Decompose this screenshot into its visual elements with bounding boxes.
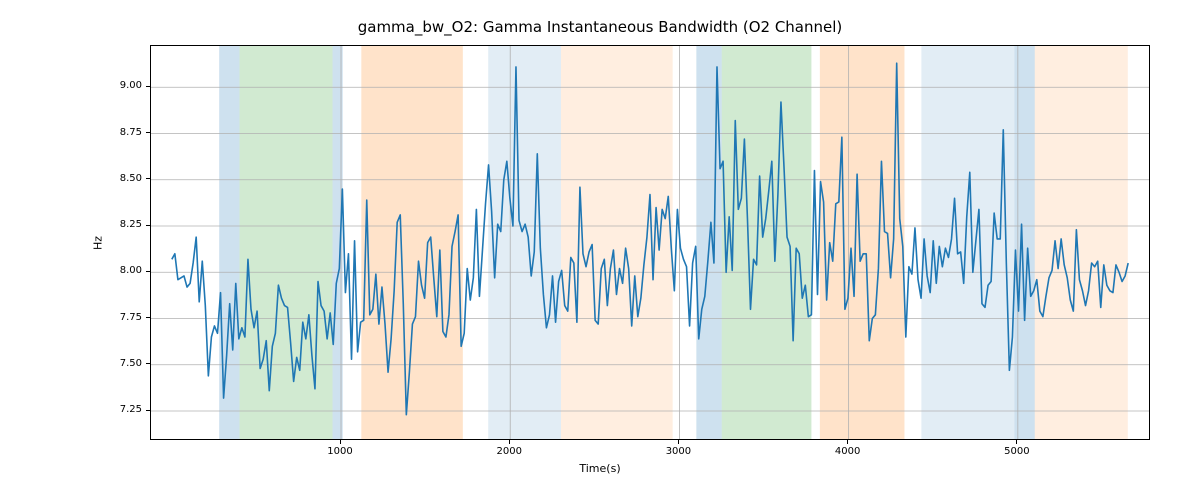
- ytick-mark: [146, 271, 150, 272]
- xtick-label: 1000: [327, 447, 352, 457]
- ytick-label: 7.25: [110, 405, 142, 415]
- ytick-mark: [146, 86, 150, 87]
- ytick-label: 8.50: [110, 174, 142, 184]
- ytick-mark: [146, 363, 150, 364]
- xtick-mark: [847, 440, 848, 444]
- ytick-label: 8.25: [110, 220, 142, 230]
- ytick-mark: [146, 317, 150, 318]
- ytick-label: 8.75: [110, 128, 142, 138]
- ytick-label: 9.00: [110, 81, 142, 91]
- xtick-mark: [678, 440, 679, 444]
- segment-band: [1035, 46, 1128, 440]
- x-axis-label: Time(s): [0, 462, 1200, 475]
- ytick-label: 7.50: [110, 359, 142, 369]
- ytick-mark: [146, 178, 150, 179]
- xtick-label: 2000: [496, 447, 521, 457]
- segment-band: [561, 46, 673, 440]
- ytick-label: 7.75: [110, 313, 142, 323]
- ytick-mark: [146, 132, 150, 133]
- segment-band: [488, 46, 561, 440]
- xtick-mark: [509, 440, 510, 444]
- chart-title: gamma_bw_O2: Gamma Instantaneous Bandwid…: [0, 18, 1200, 36]
- segment-band: [921, 46, 1014, 440]
- xtick-mark: [1016, 440, 1017, 444]
- segment-band: [239, 46, 332, 440]
- ytick-mark: [146, 225, 150, 226]
- ytick-label: 8.00: [110, 266, 142, 276]
- plot-svg: [151, 46, 1150, 440]
- plot-area: [150, 45, 1150, 440]
- xtick-label: 3000: [666, 447, 691, 457]
- segment-band: [820, 46, 905, 440]
- ytick-mark: [146, 410, 150, 411]
- segment-band: [219, 46, 239, 440]
- xtick-mark: [340, 440, 341, 444]
- xtick-label: 5000: [1004, 447, 1029, 457]
- segment-band: [361, 46, 463, 440]
- xtick-label: 4000: [835, 447, 860, 457]
- segment-band: [722, 46, 812, 440]
- y-axis-label: Hz: [92, 235, 105, 249]
